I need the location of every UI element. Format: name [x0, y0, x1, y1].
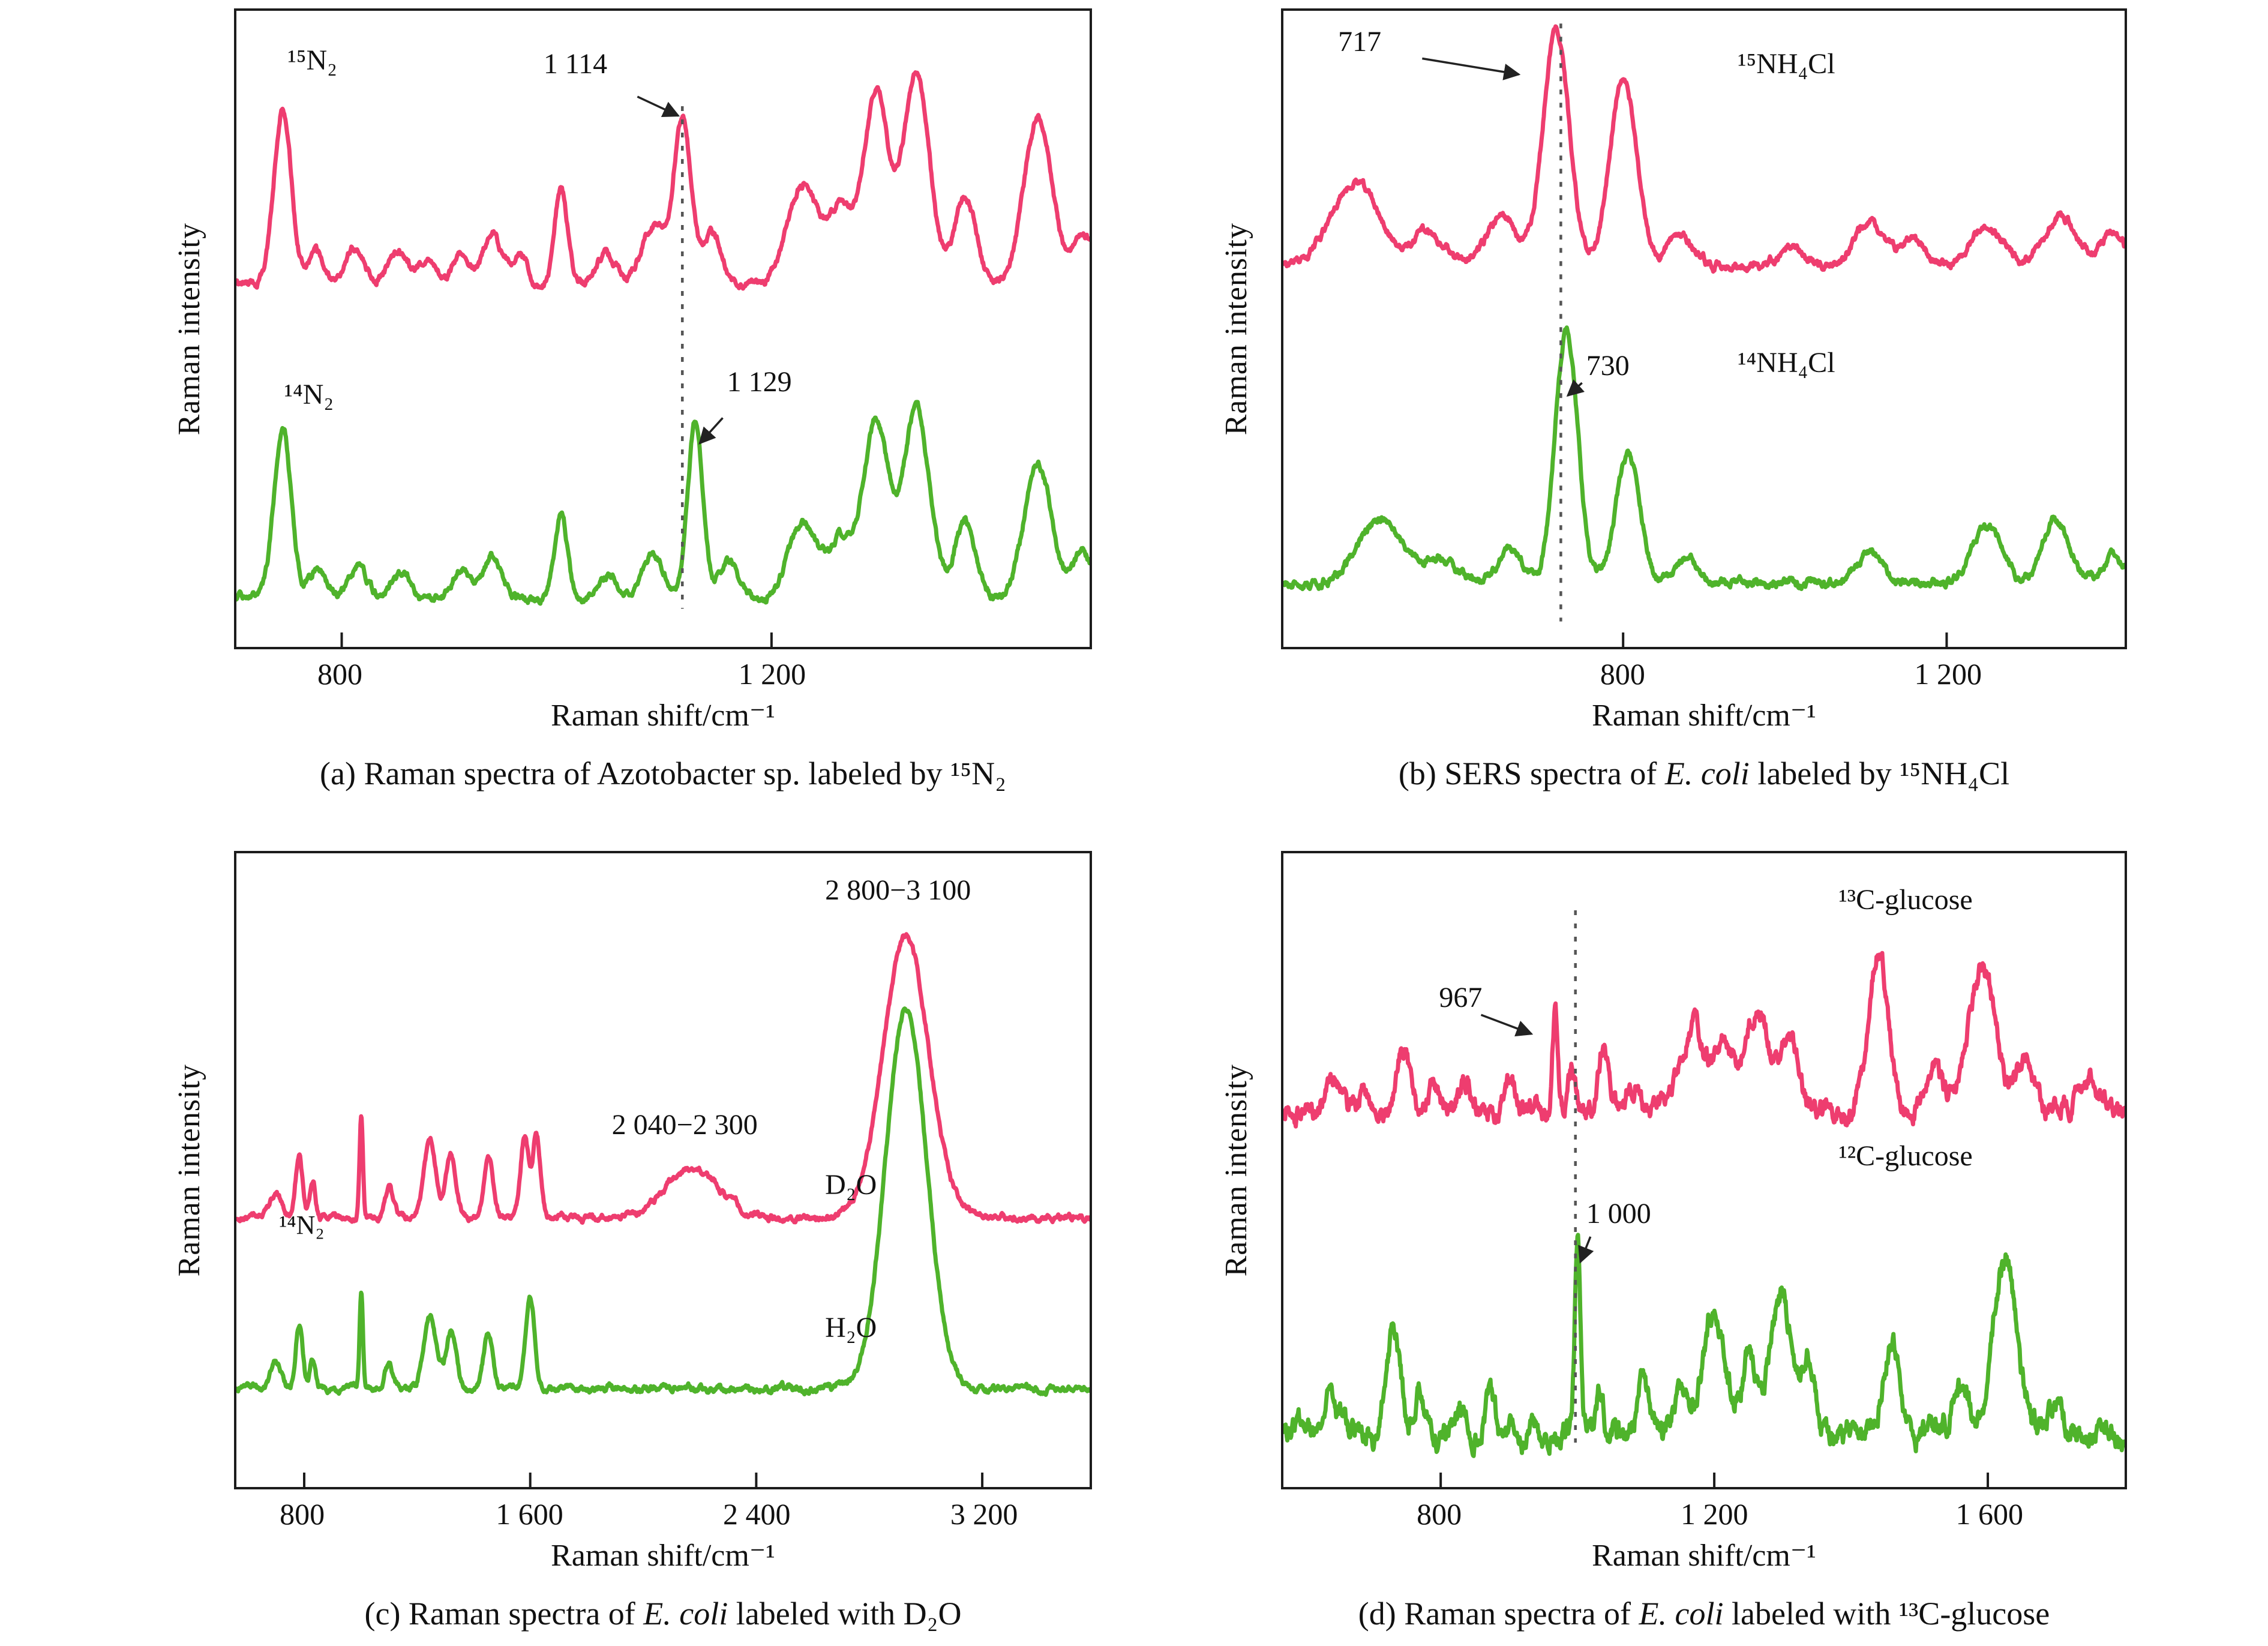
caption-segment: E. coli	[1639, 1596, 1724, 1632]
annotation-c-2: D₂O	[825, 1169, 877, 1201]
spectrum-14NH4Cl-labeled	[1283, 325, 2125, 592]
annotation-d-1: 967	[1439, 982, 1483, 1014]
annotation-b-2: 730	[1586, 350, 1630, 382]
caption-segment: (a) Raman spectra of Azotobacter sp. lab…	[320, 755, 1006, 791]
caption-segment: (c) Raman spectra of	[364, 1596, 644, 1632]
y-axis-column-d: Raman intensity	[1191, 851, 1281, 1489]
annotation-arrow	[1480, 1014, 1534, 1037]
annotation-a-0: ¹⁵N₂	[287, 44, 337, 77]
spectrum-15NH4Cl-labeled	[1283, 24, 2125, 274]
x-tick-label: 800	[317, 657, 362, 691]
spectrum-14N2-labeled	[236, 400, 1090, 606]
x-tick-label: 1 200	[1680, 1497, 1748, 1531]
annotation-arrow	[637, 95, 680, 117]
annotation-arrow	[1422, 57, 1521, 80]
plot-area-c: 2 800−3 100 2 040−2 300 D₂O H₂O ¹⁴N₂	[234, 851, 1092, 1489]
x-tick-label: 800	[280, 1497, 325, 1531]
x-axis-label-c: Raman shift/cm⁻¹	[551, 1539, 775, 1573]
y-axis-label-b: Raman intensity	[1219, 222, 1253, 436]
x-axis-ticks-b: 800 1 200	[1281, 649, 2127, 697]
x-tick-label: 1 200	[738, 657, 806, 691]
spectrum-12C-glucose-control	[1283, 1233, 2125, 1458]
plot-wrap-a: Raman intensity ¹⁵N₂ 1 114 ¹⁴N₂ 1 129	[144, 8, 1092, 649]
y-axis-column-a: Raman intensity	[144, 8, 234, 649]
plot-wrap-b: Raman intensity 717 ¹⁵NH₄Cl 730 ¹⁴NH₄Cl	[1191, 8, 2127, 649]
plot-area-a: ¹⁵N₂ 1 114 ¹⁴N₂ 1 129	[234, 8, 1092, 649]
x-tick-label: 3 200	[950, 1497, 1018, 1531]
caption-segment: (b) SERS spectra of	[1398, 755, 1665, 791]
y-axis-column-c: Raman intensity	[144, 851, 234, 1489]
annotation-d-2: ¹²C-glucose	[1838, 1140, 1973, 1173]
x-tick-label: 1 600	[496, 1497, 563, 1531]
spectra-chart-b	[1283, 23, 2125, 647]
annotation-b-0: 717	[1338, 25, 1382, 58]
annotation-arrow	[698, 417, 724, 445]
plot-wrap-d: Raman intensity ¹³C-glucose 967 ¹²C-glucos…	[1191, 851, 2127, 1489]
spectra-chart-d	[1283, 910, 2125, 1487]
y-axis-column-b: Raman intensity	[1191, 8, 1281, 649]
y-axis-label-d: Raman intensity	[1219, 1063, 1253, 1277]
x-axis-ticks-d: 800 1 200 1 600	[1281, 1489, 2127, 1537]
x-axis-label-d: Raman shift/cm⁻¹	[1592, 1539, 1816, 1573]
panel-d: Raman intensity ¹³C-glucose 967 ¹²C-glucos…	[1134, 823, 2268, 1646]
x-tick-label: 800	[1417, 1497, 1462, 1531]
annotation-arrow	[1578, 1236, 1594, 1264]
annotation-a-3: 1 129	[727, 365, 792, 398]
spectrum-H2O-control	[236, 1006, 1090, 1397]
x-axis-label-a: Raman shift/cm⁻¹	[551, 698, 775, 733]
panel-caption-b: (b) SERS spectra of E. coli labeled by ¹…	[1281, 755, 2127, 792]
spectrum-15N2-labeled	[236, 70, 1090, 291]
caption-segment: E. coli	[1664, 755, 1750, 791]
annotation-d-3: 1 000	[1586, 1197, 1651, 1230]
x-tick-label: 1 200	[1914, 657, 1982, 691]
spectra-chart-a	[236, 70, 1090, 647]
caption-segment: labeled with D₂O	[728, 1596, 962, 1632]
panel-b: Raman intensity 717 ¹⁵NH₄Cl 730 ¹⁴NH₄Cl 800…	[1134, 0, 2268, 823]
panel-caption-a: (a) Raman spectra of Azotobacter sp. lab…	[234, 755, 1092, 792]
annotation-arrow	[1566, 379, 1585, 397]
annotation-d-0: ¹³C-glucose	[1838, 883, 1973, 916]
annotation-c-3: H₂O	[825, 1311, 877, 1344]
annotation-c-4: ¹⁴N₂	[279, 1210, 325, 1240]
caption-segment: (d) Raman spectra of	[1358, 1596, 1639, 1632]
x-axis-label-b: Raman shift/cm⁻¹	[1592, 698, 1816, 733]
spectrum-13C-glucose-labeled	[1283, 951, 2125, 1129]
annotation-c-1: 2 040−2 300	[611, 1108, 758, 1141]
caption-segment: labeled with ¹³C-glucose	[1723, 1596, 2050, 1632]
annotation-a-1: 1 114	[543, 47, 608, 80]
x-axis-ticks-c: 800 1 600 2 400 3 200	[234, 1489, 1092, 1537]
spectra-chart-c	[236, 932, 1090, 1487]
annotation-a-2: ¹⁴N₂	[284, 378, 334, 410]
annotation-b-3: ¹⁴NH₄Cl	[1738, 346, 1835, 379]
plot-area-d: ¹³C-glucose 967 ¹²C-glucose 1 000	[1281, 851, 2127, 1489]
caption-segment: E. coli	[643, 1596, 728, 1632]
caption-segment: labeled by ¹⁵NH₄Cl	[1749, 755, 2010, 791]
plot-wrap-c: Raman intensity 2 800−3 100 2 040−2 300 D₂…	[144, 851, 1092, 1489]
y-axis-label-c: Raman intensity	[172, 1063, 206, 1277]
x-axis-ticks-a: 800 1 200	[234, 649, 1092, 697]
plot-area-b: 717 ¹⁵NH₄Cl 730 ¹⁴NH₄Cl	[1281, 8, 2127, 649]
y-axis-label-a: Raman intensity	[172, 222, 206, 436]
panel-caption-d: (d) Raman spectra of E. coli labeled wit…	[1281, 1595, 2127, 1632]
annotation-c-0: 2 800−3 100	[825, 874, 971, 906]
panel-a: Raman intensity ¹⁵N₂ 1 114 ¹⁴N₂ 1 129 800 1 …	[0, 0, 1134, 823]
annotation-b-1: ¹⁵NH₄Cl	[1738, 47, 1835, 80]
panel-c: Raman intensity 2 800−3 100 2 040−2 300 D₂…	[0, 823, 1134, 1646]
x-tick-label: 800	[1600, 657, 1645, 691]
panel-caption-c: (c) Raman spectra of E. coli labeled wit…	[234, 1595, 1092, 1632]
spectrum-D2O-labeled	[236, 932, 1090, 1225]
x-tick-label: 1 600	[1955, 1497, 2023, 1531]
x-tick-label: 2 400	[723, 1497, 791, 1531]
